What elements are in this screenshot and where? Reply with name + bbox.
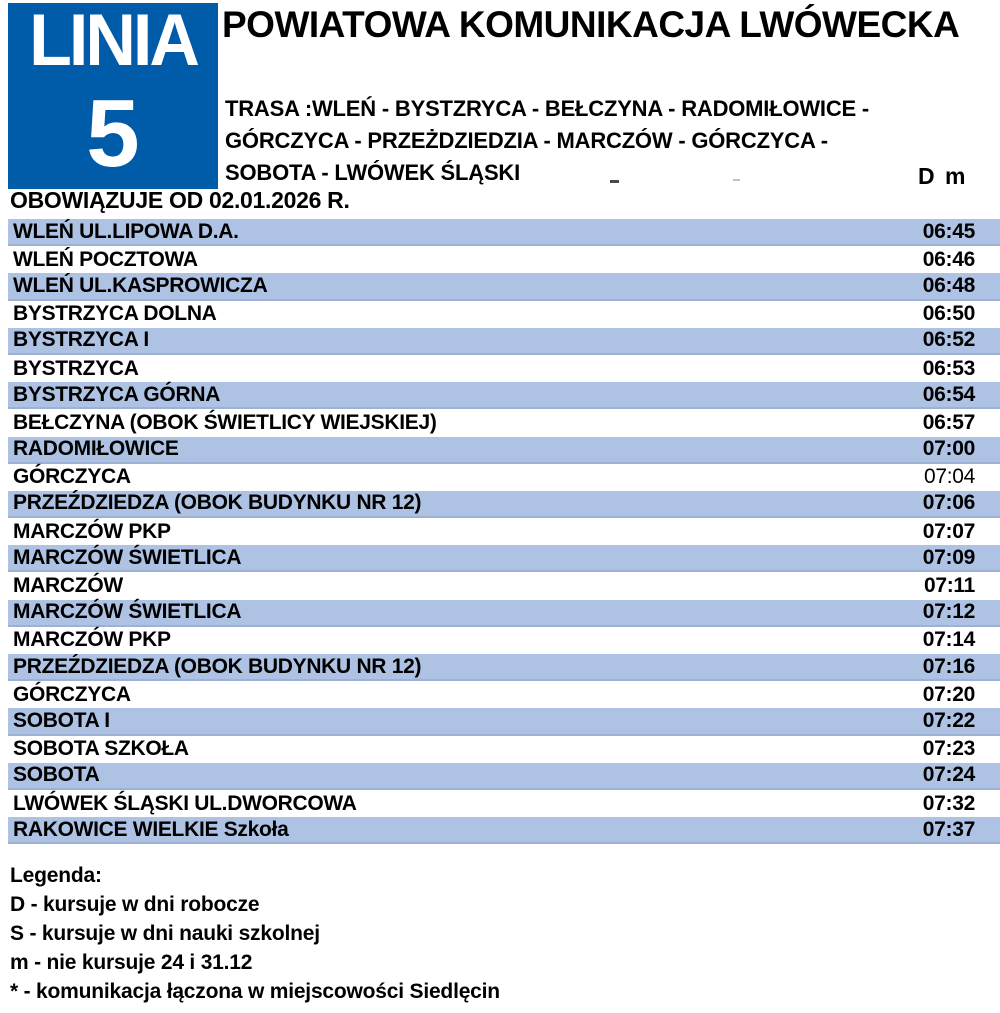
departure-time: 07:22 <box>922 708 976 732</box>
table-row: SOBOTA 07:24 <box>8 762 1000 790</box>
departure-time: 06:45 <box>922 219 976 243</box>
departure-time: 06:48 <box>922 273 976 297</box>
departure-time: 07:16 <box>922 654 976 678</box>
table-row: RADOMIŁOWICE 07:00 <box>8 436 1000 464</box>
stop-name: BYSTRZYCA DOLNA <box>13 302 217 326</box>
departure-time: 06:53 <box>922 356 976 380</box>
departure-time: 06:57 <box>922 410 976 434</box>
scan-smudge-artifact <box>733 179 740 181</box>
stop-name: SOBOTA <box>13 763 100 787</box>
table-row: GÓRCZYCA 07:20 <box>8 681 1000 708</box>
stop-name: MARCZÓW ŚWIETLICA <box>13 545 242 569</box>
stop-name: WLEŃ POCZTOWA <box>13 247 198 271</box>
table-row: BEŁCZYNA (OBOK ŚWIETLICY WIEJSKIEJ) 06:57 <box>8 409 1000 436</box>
table-row: BYSTRZYCA I 06:52 <box>8 327 1000 355</box>
valid-from-date: OBOWIĄZUJE OD 02.01.2026 R. <box>10 187 350 213</box>
stop-name: GÓRCZYCA <box>13 465 131 489</box>
table-row: MARCZÓW ŚWIETLICA 07:12 <box>8 599 1000 627</box>
stop-name: MARCZÓW ŚWIETLICA <box>13 600 242 624</box>
departure-time: 07:11 <box>923 574 975 598</box>
stop-name: RADOMIŁOWICE <box>13 437 179 461</box>
route-line-1: TRASA :WLEŃ - BYSTZRYCA - BEŁCZYNA - RAD… <box>225 96 870 121</box>
legend-title: Legenda: <box>10 864 102 887</box>
departure-time: 06:46 <box>922 247 976 271</box>
table-row: RAKOWICE WIELKIE Szkoła 07:37 <box>8 817 1000 845</box>
table-row: GÓRCZYCA 07:04 <box>8 464 1000 491</box>
stop-name: BYSTRZYCA I <box>13 328 149 352</box>
legend-item: D - kursuje w dni robocze <box>10 893 260 916</box>
departure-time: 07:00 <box>922 437 976 461</box>
stop-name: WLEŃ UL.KASPROWICZA <box>13 273 268 297</box>
route-description: TRASA :WLEŃ - BYSTZRYCA - BEŁCZYNA - RAD… <box>225 93 869 189</box>
table-row: SOBOTA SZKOŁA 07:23 <box>8 736 1000 763</box>
departure-time: 06:54 <box>922 382 976 406</box>
route-line-3: SOBOTA - LWÓWEK ŚLĄSKI <box>225 160 521 185</box>
stop-name: BEŁCZYNA (OBOK ŚWIETLICY WIEJSKIEJ) <box>13 410 437 434</box>
table-row: BYSTRZYCA DOLNA 06:50 <box>8 301 1000 328</box>
table-row: PRZEŹDZIEDZA (OBOK BUDYNKU NR 12) 07:06 <box>8 490 1000 519</box>
departure-time: 07:04 <box>923 465 975 489</box>
departure-time: 07:14 <box>922 628 976 652</box>
table-row: PRZEŹDZIEDZA (OBOK BUDYNKU NR 12) 07:16 <box>8 654 1000 682</box>
departure-time: 06:52 <box>922 328 976 352</box>
stop-name: BYSTRZYCA GÓRNA <box>13 382 221 406</box>
departure-time: 07:20 <box>922 682 976 706</box>
departure-time: 06:50 <box>922 302 976 326</box>
table-row: MARCZÓW PKP 07:07 <box>8 518 1000 545</box>
timetable-rows: WLEŃ UL.LIPOWA D.A. 06:45 WLEŃ POCZTOWA 06:… <box>0 219 1000 845</box>
table-row: BYSTRZYCA GÓRNA 06:54 <box>8 382 1000 410</box>
table-row: BYSTRZYCA 06:53 <box>8 355 1000 382</box>
legend-item: m - nie kursuje 24 i 31.12 <box>10 951 253 974</box>
table-row: MARCZÓW ŚWIETLICA 07:09 <box>8 545 1000 573</box>
stop-name: RAKOWICE WIELKIE Szkoła <box>13 817 289 841</box>
table-row: MARCZÓW 07:11 <box>8 572 1000 599</box>
route-line-2: GÓRCZYCA - PRZEŻDZIEDZIA - MARCZÓW - GÓR… <box>225 128 828 153</box>
stop-name: MARCZÓW <box>13 574 123 598</box>
legend-item: * - komunikacja łączona w miejscowości S… <box>10 980 500 1003</box>
stop-name: PRZEŹDZIEDZA (OBOK BUDYNKU NR 12) <box>13 491 422 515</box>
table-row: SOBOTA I 07:22 <box>8 708 1000 736</box>
scan-smudge-artifact <box>610 180 619 183</box>
departure-time: 07:12 <box>922 600 976 624</box>
stop-name: LWÓWEK ŚLĄSKI UL.DWORCOWA <box>13 791 357 815</box>
line-number: 5 <box>86 80 140 187</box>
legend-item: S - kursuje w dni nauki szkolnej <box>10 922 320 945</box>
table-row: WLEŃ POCZTOWA 06:46 <box>8 246 1000 273</box>
stop-name: WLEŃ UL.LIPOWA D.A. <box>13 219 239 243</box>
table-row: WLEŃ UL.KASPROWICZA 06:48 <box>8 273 1000 301</box>
departure-time: 07:32 <box>922 791 976 815</box>
stop-name: SOBOTA I <box>13 708 110 732</box>
schedule-column-header: D m <box>918 163 968 189</box>
departure-time: 07:09 <box>922 545 976 569</box>
table-row: MARCZÓW PKP 07:14 <box>8 627 1000 654</box>
departure-time: 07:07 <box>922 519 976 543</box>
stop-name: GÓRCZYCA <box>13 682 131 706</box>
line-badge-label: LINIA <box>29 0 200 81</box>
line-badge: LINIA 5 <box>8 3 218 189</box>
stop-name: BYSTRZYCA <box>13 356 139 380</box>
table-row: WLEŃ UL.LIPOWA D.A. 06:45 <box>8 219 1000 247</box>
legend: Legenda: D - kursuje w dni robocze S - ku… <box>10 861 500 1006</box>
departure-time: 07:06 <box>922 491 976 515</box>
table-row: LWÓWEK ŚLĄSKI UL.DWORCOWA 07:32 <box>8 790 1000 817</box>
stop-name: MARCZÓW PKP <box>13 519 171 543</box>
page-title: POWIATOWA KOMUNIKACJA LWÓWECKA <box>222 4 960 45</box>
departure-time: 07:37 <box>922 817 976 841</box>
departure-time: 07:23 <box>922 737 976 761</box>
stop-name: SOBOTA SZKOŁA <box>13 737 189 761</box>
stop-name: MARCZÓW PKP <box>13 628 171 652</box>
departure-time: 07:24 <box>922 763 976 787</box>
stop-name: PRZEŹDZIEDZA (OBOK BUDYNKU NR 12) <box>13 654 422 678</box>
